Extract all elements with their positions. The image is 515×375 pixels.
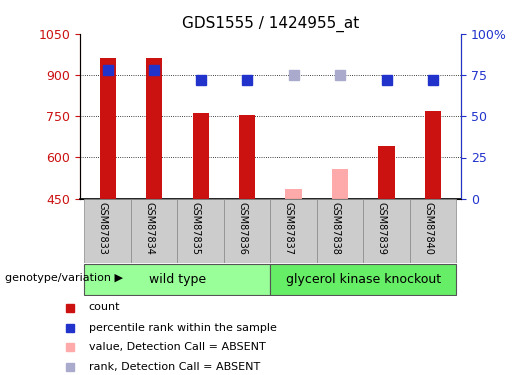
FancyBboxPatch shape <box>270 264 456 295</box>
Text: rank, Detection Call = ABSENT: rank, Detection Call = ABSENT <box>89 362 260 372</box>
FancyBboxPatch shape <box>363 199 410 262</box>
Text: GSM87840: GSM87840 <box>423 202 433 255</box>
Text: GSM87835: GSM87835 <box>191 202 201 255</box>
FancyBboxPatch shape <box>317 199 363 262</box>
FancyBboxPatch shape <box>224 199 270 262</box>
Title: GDS1555 / 1424955_at: GDS1555 / 1424955_at <box>182 16 359 32</box>
FancyBboxPatch shape <box>410 199 456 262</box>
Text: count: count <box>89 303 120 312</box>
Bar <box>332 170 348 199</box>
FancyBboxPatch shape <box>178 199 224 262</box>
Text: GSM87837: GSM87837 <box>284 202 294 255</box>
FancyBboxPatch shape <box>131 199 178 262</box>
Text: glycerol kinase knockout: glycerol kinase knockout <box>286 273 441 286</box>
Text: GSM87839: GSM87839 <box>376 202 387 255</box>
FancyBboxPatch shape <box>270 199 317 262</box>
Text: GSM87838: GSM87838 <box>330 202 340 255</box>
Text: GSM87833: GSM87833 <box>98 202 108 255</box>
Bar <box>193 114 209 199</box>
Bar <box>146 58 162 199</box>
Text: GSM87834: GSM87834 <box>144 202 154 255</box>
FancyBboxPatch shape <box>84 199 131 262</box>
Text: value, Detection Call = ABSENT: value, Detection Call = ABSENT <box>89 342 265 352</box>
Bar <box>379 147 394 199</box>
Bar <box>285 189 302 199</box>
Bar <box>425 111 441 199</box>
Bar <box>239 116 255 199</box>
Text: percentile rank within the sample: percentile rank within the sample <box>89 323 277 333</box>
Bar <box>99 58 116 199</box>
FancyBboxPatch shape <box>84 264 270 295</box>
Text: genotype/variation ▶: genotype/variation ▶ <box>5 273 123 283</box>
Text: wild type: wild type <box>149 273 206 286</box>
Text: GSM87836: GSM87836 <box>237 202 247 255</box>
